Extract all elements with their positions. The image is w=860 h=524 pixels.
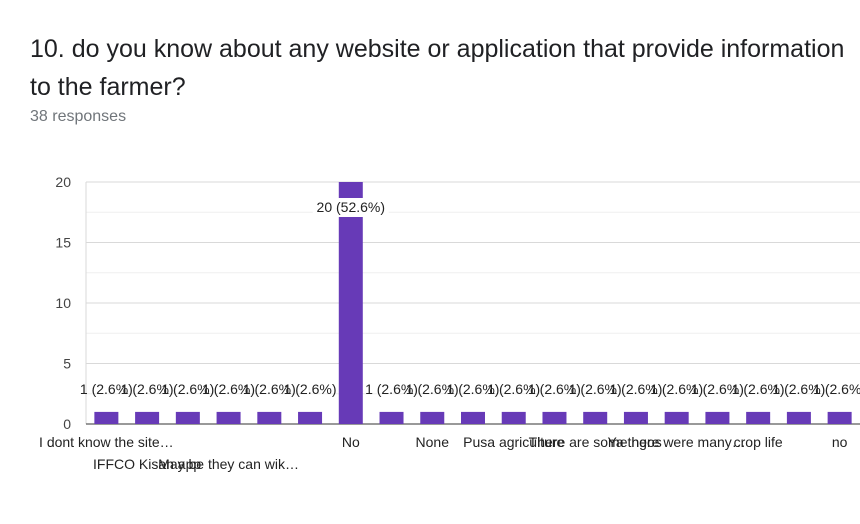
data-label: 20 (52.6%) — [317, 199, 385, 215]
data-label: 1 (2.6%) — [528, 381, 581, 397]
bar — [501, 411, 526, 424]
data-label: 1 (2.6%) — [284, 381, 337, 397]
bar — [542, 411, 567, 424]
bar — [623, 411, 648, 424]
data-label: 1 (2.6%) — [161, 381, 214, 397]
bar — [786, 411, 811, 424]
bar — [338, 182, 363, 424]
y-tick-label: 0 — [63, 416, 71, 432]
category-label: I dont know the site… — [39, 434, 174, 450]
data-label: 1 (2.6%) — [406, 381, 459, 397]
data-label: 1 (2.6%) — [772, 381, 825, 397]
bar — [216, 411, 241, 424]
y-tick-label: 10 — [55, 295, 71, 311]
data-label: 1 (2.6%) — [121, 381, 174, 397]
bar — [298, 411, 323, 424]
bar — [135, 411, 160, 424]
bar — [746, 411, 771, 424]
bar — [827, 411, 852, 424]
data-label: 1 (2.6%) — [447, 381, 500, 397]
category-label: no — [832, 434, 848, 450]
data-label: 1 (2.6%) — [732, 381, 785, 397]
category-label: Ya there were many… — [608, 434, 746, 450]
bar — [705, 411, 730, 424]
response-count: 38 responses — [30, 108, 127, 125]
data-label: 1 (2.6%) — [813, 381, 860, 397]
y-tick-label: 20 — [55, 174, 71, 190]
bar — [420, 411, 445, 424]
bar — [583, 411, 608, 424]
data-label: 1 (2.6%) — [487, 381, 540, 397]
category-label: Pusa agriculture — [463, 434, 564, 450]
category-label: No — [342, 434, 360, 450]
bar — [379, 411, 404, 424]
data-label: 1 (2.6%) — [202, 381, 255, 397]
y-tick-label: 5 — [63, 356, 71, 372]
data-label: 1 (2.6%) — [80, 381, 133, 397]
bar — [664, 411, 689, 424]
chart-title: 10. do you know about any website or app… — [30, 35, 845, 101]
data-label: 1 (2.6%) — [650, 381, 703, 397]
data-label: 1 (2.6%) — [691, 381, 744, 397]
category-label: May be they can wik… — [158, 456, 299, 472]
data-label: 1 (2.6%) — [365, 381, 418, 397]
category-label: crop life — [734, 434, 783, 450]
y-tick-label: 15 — [55, 235, 71, 251]
bar — [257, 411, 282, 424]
bar — [175, 411, 200, 424]
category-label: None — [416, 434, 450, 450]
data-label: 1 (2.6%) — [569, 381, 622, 397]
bar — [461, 411, 485, 424]
bar — [94, 411, 119, 424]
category-label: IFFCO Kisan app — [93, 456, 201, 472]
data-label: 1 (2.6%) — [243, 381, 296, 397]
data-label-background — [312, 198, 389, 217]
data-label: 1 (2.6%) — [609, 381, 662, 397]
category-label: There are some ngos — [529, 434, 662, 450]
